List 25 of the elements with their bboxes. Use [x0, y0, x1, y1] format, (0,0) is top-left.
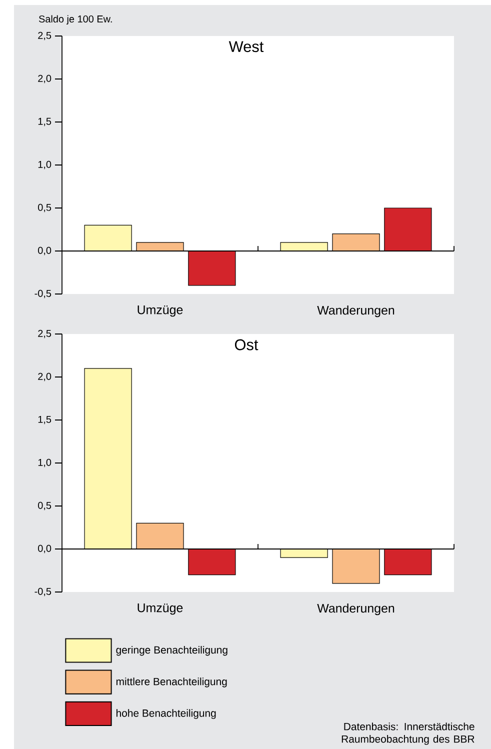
y-tick-label: 0,0 — [38, 246, 52, 256]
y-tick-label: 1,0 — [38, 458, 52, 468]
x-tick-label: Umzüge — [138, 604, 183, 615]
y-tick-label: 2,5 — [38, 32, 52, 40]
y-tick-label: 0,0 — [38, 544, 52, 554]
x-tick-label: Umzüge — [138, 306, 183, 317]
y-tick-label: 2,0 — [38, 372, 52, 382]
chart-title: West — [228, 41, 264, 52]
y-tick-label: 2,0 — [38, 74, 52, 84]
y-tick-label: 1,0 — [38, 160, 52, 170]
text: Datenbasis: Innerstädtische Raumbeobachtung des BBR — [342, 722, 474, 745]
x-tick-label: Wanderungen — [317, 604, 394, 616]
x-tick-label: Wanderungen — [317, 306, 394, 318]
legend-label: mittlere Benachteiligung — [116, 678, 227, 688]
y-tick-label: 1,5 — [38, 118, 52, 126]
y-tick-label: -0,5 — [34, 290, 52, 298]
chart-title: Ost — [234, 339, 258, 350]
y-tick-label: 0,5 — [38, 502, 52, 510]
y-tick-label: 1,5 — [38, 416, 52, 424]
y-tick-label: 2,5 — [38, 330, 52, 338]
legend-label: hohe Benachteiligung — [116, 709, 216, 719]
y-tick-label: -0,5 — [34, 588, 52, 596]
y-tick-label: 0,5 — [38, 204, 52, 212]
legend-label: geringe Benachteiligung — [116, 646, 228, 656]
y-axis-title: Saldo je 100 Ew. — [38, 15, 112, 24]
